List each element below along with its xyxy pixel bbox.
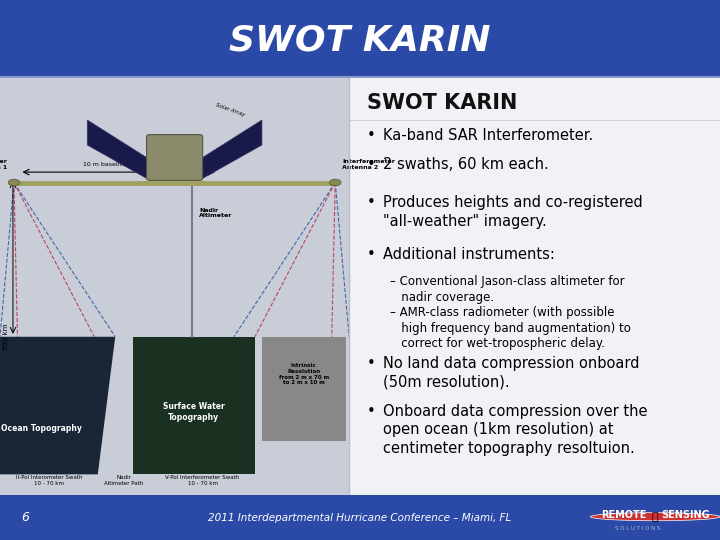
- Bar: [0, 78, 349, 495]
- Text: •: •: [367, 195, 376, 211]
- Text: Produces heights and co-registered
"all-weather" imagery.: Produces heights and co-registered "all-…: [383, 195, 643, 229]
- Text: II-Pol Interometer Swath
10 - 70 km: II-Pol Interometer Swath 10 - 70 km: [16, 475, 82, 486]
- Circle shape: [8, 179, 19, 186]
- Circle shape: [590, 512, 720, 521]
- Text: •: •: [367, 247, 376, 262]
- Text: SENSING: SENSING: [661, 510, 710, 521]
- Text: Onboard data compression over the
open ocean (1km resolution) at
centimeter topo: Onboard data compression over the open o…: [383, 404, 647, 456]
- Polygon shape: [202, 120, 262, 178]
- Text: Surface Water
Topography: Surface Water Topography: [163, 402, 225, 422]
- Text: Interferometer
Antenna 1: Interferometer Antenna 1: [0, 159, 6, 170]
- Text: 6: 6: [22, 511, 30, 524]
- Text: •: •: [367, 129, 376, 143]
- Text: •: •: [367, 404, 376, 419]
- Text: REMOTE: REMOTE: [601, 510, 647, 521]
- Polygon shape: [262, 337, 346, 441]
- Text: Ocean Topography: Ocean Topography: [1, 424, 82, 433]
- Text: Nadir
Altimeter: Nadir Altimeter: [199, 207, 233, 218]
- Text: Ka-band SAR Interferometer.: Ka-band SAR Interferometer.: [383, 129, 593, 143]
- Text: V-Pol Interferometer Swath
10 - 70 km: V-Pol Interferometer Swath 10 - 70 km: [166, 475, 240, 486]
- Text: Nadir
Altimeter Path: Nadir Altimeter Path: [104, 475, 144, 486]
- Text: Interferometer
Antenna 2: Interferometer Antenna 2: [343, 159, 395, 170]
- Text: 🌐: 🌐: [652, 512, 659, 522]
- Text: 2 swaths, 60 km each.: 2 swaths, 60 km each.: [383, 157, 549, 172]
- Text: No land data compression onboard
(50m resolution).: No land data compression onboard (50m re…: [383, 355, 639, 389]
- Text: SWOT KARIN: SWOT KARIN: [367, 93, 518, 113]
- Text: – AMR-class radiometer (with possible
   high frequency band augmentation) to
  : – AMR-class radiometer (with possible hi…: [390, 306, 631, 350]
- Text: Intrinsic
Resolution
from 2 m x 70 m
to 2 m x 10 m: Intrinsic Resolution from 2 m x 70 m to …: [279, 363, 329, 386]
- Polygon shape: [87, 120, 147, 178]
- Text: •: •: [367, 355, 376, 370]
- Polygon shape: [132, 337, 255, 474]
- Circle shape: [330, 179, 341, 186]
- Text: Additional instruments:: Additional instruments:: [383, 247, 555, 262]
- Text: SWOT KARIN: SWOT KARIN: [229, 24, 491, 58]
- Text: Solar Array: Solar Array: [215, 103, 246, 118]
- Text: 950 km: 950 km: [3, 323, 9, 350]
- Polygon shape: [0, 337, 115, 474]
- Text: 10 m baseline: 10 m baseline: [83, 161, 127, 167]
- Text: S O L U T I O N S: S O L U T I O N S: [601, 526, 661, 531]
- Text: 2011 Interdepartmental Hurricane Conference – Miami, FL: 2011 Interdepartmental Hurricane Confere…: [208, 512, 512, 523]
- FancyBboxPatch shape: [147, 134, 202, 180]
- Text: •: •: [367, 157, 376, 172]
- Text: – Conventional Jason-class altimeter for
   nadir coverage.: – Conventional Jason-class altimeter for…: [390, 275, 625, 303]
